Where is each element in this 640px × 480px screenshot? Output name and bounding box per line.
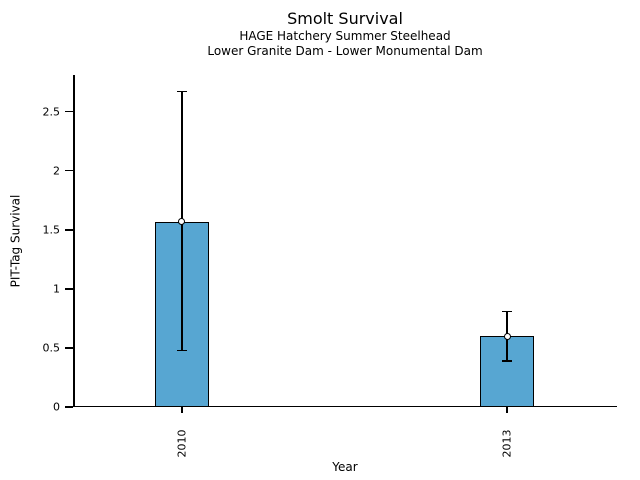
error-bar-cap-top xyxy=(502,310,513,313)
y-tick xyxy=(65,229,73,231)
x-axis-spine xyxy=(73,405,617,407)
y-tick xyxy=(65,347,73,349)
y-axis-label: PIT-Tag Survival xyxy=(8,194,22,288)
x-tick-label-text: 2013 xyxy=(500,429,514,457)
error-bar-cap-bottom xyxy=(502,360,513,362)
y-tick xyxy=(65,169,73,172)
y-tick-label: 0 xyxy=(53,400,60,414)
y-tick-label: 1.5 xyxy=(42,223,61,237)
title-block: Smolt Survival HAGE Hatchery Summer Stee… xyxy=(73,9,617,58)
y-tick xyxy=(65,110,73,113)
x-tick xyxy=(181,407,183,413)
x-tick xyxy=(506,407,508,413)
x-axis-label: Year xyxy=(332,460,358,474)
plot-area: 0 0.5 1 1.5 2 2.5 2010 2013 xyxy=(43,75,617,457)
y-axis-spine xyxy=(73,75,75,407)
y-tick-label: 1 xyxy=(53,282,60,296)
x-tick-label-text: 2010 xyxy=(175,429,189,457)
y-tick-label: 2.5 xyxy=(42,105,61,119)
chart-subtitle-line2: Lower Granite Dam - Lower Monumental Dam xyxy=(207,43,483,58)
chart-title: Smolt Survival xyxy=(287,9,403,28)
data-point-marker xyxy=(178,218,186,225)
y-tick xyxy=(65,288,73,290)
error-bar-cap-bottom xyxy=(176,349,187,352)
data-point-marker xyxy=(503,332,511,340)
y-axis-label-box: PIT-Tag Survival xyxy=(0,75,30,407)
y-tick-label: 2 xyxy=(53,164,60,178)
chart-subtitle-line1: HAGE Hatchery Summer Steelhead xyxy=(239,29,451,43)
y-tick xyxy=(65,406,73,408)
error-bar-cap-top xyxy=(176,90,187,93)
y-tick-label: 0.5 xyxy=(42,341,61,355)
